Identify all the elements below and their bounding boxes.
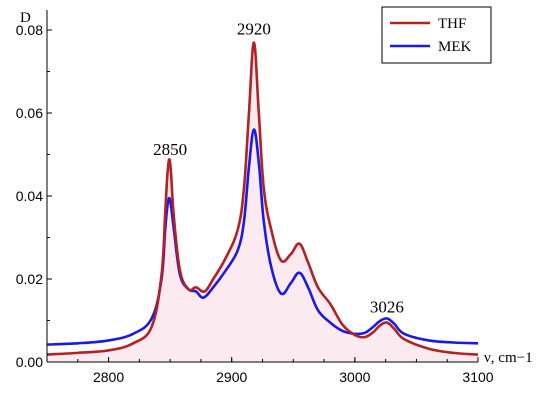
legend-label-mek: MEK — [438, 39, 472, 55]
peak-label: 3026 — [370, 298, 404, 317]
x-axis-label: ν, cm−1 — [484, 350, 533, 366]
peak-annotations: 2850 2920 3026 — [153, 19, 404, 316]
ticks: 2800 2900 3000 3100 0.00 0.02 0.04 0.06 0.08 — [16, 22, 494, 385]
series-layer — [46, 41, 479, 356]
y-tick-label: 0.08 — [16, 22, 43, 38]
series-line-mek — [46, 128, 479, 346]
y-tick-label: 0.04 — [16, 188, 43, 204]
y-tick-label: 0.02 — [16, 271, 43, 287]
peak-label: 2920 — [237, 19, 271, 38]
y-tick-label: 0.06 — [16, 105, 43, 121]
y-axis-label: D — [20, 10, 31, 26]
y-tick-label: 0.00 — [16, 354, 43, 370]
series-line-thf — [46, 41, 479, 356]
peak-label: 2850 — [153, 140, 187, 159]
legend-label-thf: THF — [438, 16, 466, 32]
x-tick-label: 2900 — [216, 369, 247, 385]
x-tick-label: 3100 — [462, 369, 493, 385]
legend-box — [381, 6, 492, 64]
x-tick-label: 2800 — [93, 369, 124, 385]
x-tick-label: 3000 — [339, 369, 370, 385]
legend: THF MEK — [381, 6, 492, 64]
